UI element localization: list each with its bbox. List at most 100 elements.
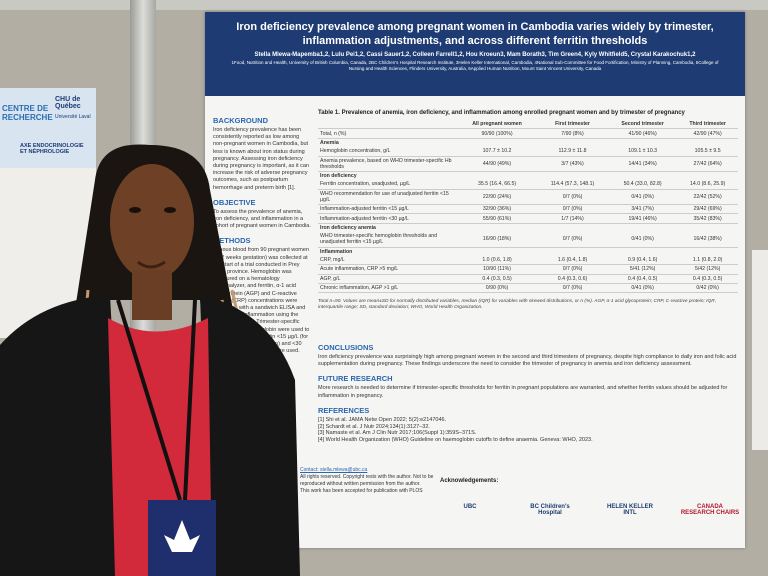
hair <box>52 144 275 560</box>
column-header: Third trimester <box>677 120 738 130</box>
table-cell: 1.1 (0.8, 2.0) <box>677 255 738 266</box>
table-cell: 10/90 (11%) <box>457 264 538 275</box>
table-cell: 7/90 (8%) <box>537 128 608 139</box>
table-row: Total, n (%) 90/90 (100%) 7/90 (8%) 41/90 (… <box>318 128 738 139</box>
badge-emblem <box>164 520 200 552</box>
logo-subtext: Université Laval <box>55 114 91 120</box>
contact-block: Contact: stella.mlewa@ubc.ca All rights … <box>300 467 435 495</box>
frame <box>0 0 768 10</box>
logo: BC Children's Hospital <box>530 504 570 516</box>
poster-title: Iron deficiency prevalence among pregnan… <box>236 21 714 47</box>
table-cell: 0/7 (0%) <box>537 204 608 215</box>
section-row-label: Iron deficiency <box>320 173 357 180</box>
table-row: Inflammation-adjusted ferritin <30 µg/L 5… <box>318 213 738 224</box>
research-axis: AXE ENDOCRINOLOGIE ET NÉPHROLOGIE <box>20 143 84 155</box>
table-cell: 22/42 (52%) <box>677 189 738 206</box>
table-cell: 0/7 (0%) <box>537 232 608 248</box>
table-cell: 16/42 (38%) <box>677 232 738 248</box>
jacket <box>0 295 125 576</box>
poster: Iron deficiency prevalence among pregnan… <box>205 12 745 548</box>
section-heading: OBJECTIVE <box>213 197 256 207</box>
table-cell: 41/90 (46%) <box>607 128 678 139</box>
section-heading: BACKGROUND <box>213 116 268 125</box>
table-cell: Total, n (%) <box>318 128 457 139</box>
table-cell: 0.9 (0.4, 1.6) <box>607 255 678 266</box>
table-cell: AGP, g/L <box>318 274 457 285</box>
column-header: All pregnant women <box>457 120 538 130</box>
table-cell: 0/42 (0%) <box>677 283 738 294</box>
section-heading: REFERENCES <box>318 405 370 415</box>
section-heading: METHODS <box>213 236 251 246</box>
table-cell: 0/41 (0%) <box>607 189 678 206</box>
table-cell: WHO trimester-specific hemoglobin thresh… <box>318 232 457 248</box>
contact: Contact: stella.mlewa@ubc.ca <box>300 467 368 473</box>
table-cell: 3/41 (7%) <box>607 204 678 215</box>
section-heading: CONCLUSIONS <box>318 343 374 352</box>
logo-row: UBC BC Children's Hospital HELEN KELLER IN… <box>440 504 740 516</box>
table-cell: 14/41 (34%) <box>607 156 678 172</box>
table-cell: 5/41 (12%) <box>607 264 678 275</box>
table-cell: 55/90 (61%) <box>457 213 538 224</box>
section-heading: FUTURE RESEARCH <box>318 374 393 384</box>
table-cell: WHO recommendation for use of unadjusted… <box>318 189 457 206</box>
table-cell: 0/7 (0%) <box>537 283 608 294</box>
table-cell: 22/90 (24%) <box>457 189 538 206</box>
table-cell: 0/7 (0%) <box>537 189 608 206</box>
acknowledgements: Acknowledgements: UBC BC Children's Hospi… <box>440 478 740 516</box>
section-text: Iron deficiency prevalence was surprisin… <box>318 354 737 368</box>
table-cell: 107.7 ± 10.2 <box>457 147 538 157</box>
table-cell: 0/90 (0%) <box>457 283 538 294</box>
section-row-label: Anemia <box>320 139 339 146</box>
table-cell: 1/7 (14%) <box>537 213 608 224</box>
table-cell: 32/90 (36%) <box>457 204 538 215</box>
affiliations: 1Food, Nutrition and Health, University … <box>231 60 719 71</box>
copyright: All rights reserved. Copyright rests wit… <box>300 474 434 487</box>
eye <box>129 207 141 213</box>
table-cell: 35.5 (16.4, 66.5) <box>457 180 538 190</box>
table-cell: 0/7 (0%) <box>537 264 608 275</box>
reference: [1] Shi et al. JAMA Netw Open 2022; 5(2)… <box>318 416 447 423</box>
table-row: WHO trimester-specific hemoglobin thresh… <box>318 232 738 248</box>
table-title: Table 1. Prevalence of anemia, iron defi… <box>318 110 685 116</box>
table-row: Iron deficiency anemia <box>318 223 738 232</box>
lanyard <box>116 299 197 501</box>
section-text: More research is needed to determine if … <box>318 385 728 399</box>
poster-header: Iron deficiency prevalence among pregnan… <box>205 12 745 96</box>
side-poster <box>752 250 768 450</box>
header-cell <box>318 120 457 130</box>
table-footnote: Total n=90. Values are mean±SD for norma… <box>318 299 717 311</box>
logo: HELEN KELLER INTL <box>606 504 653 516</box>
table-row: Inflammation <box>318 247 738 256</box>
publication-note: This work has been accepted for publicat… <box>300 488 423 494</box>
section-row-label: Inflammation <box>320 248 353 255</box>
institute: CENTRE DE RECHERCHE <box>2 104 53 122</box>
table-row: Inflammation-adjusted ferritin <15 µg/L 3… <box>318 204 738 215</box>
table-cell: Chronic inflammation, AGP >1 g/L <box>318 283 457 294</box>
table: All pregnant women First trimester Second … <box>318 120 738 294</box>
table-cell: 1.6 (0.4, 1.8) <box>537 255 608 266</box>
table-cell: Inflammation-adjusted ferritin <30 µg/L <box>318 213 457 224</box>
table-row: Ferritin concentration, unadjusted, µg/L… <box>318 180 738 190</box>
table-cell: 3/7 (43%) <box>537 156 608 172</box>
reference: [4] World Health Organization (WHO) Guid… <box>318 437 593 444</box>
table-cell: 1.0 (0.6, 1.8) <box>457 255 538 266</box>
jacket <box>200 295 300 576</box>
table-row: WHO recommendation for use of unadjusted… <box>318 189 738 206</box>
ack-heading: Acknowledgements: <box>440 478 499 484</box>
table-cell: 44/90 (49%) <box>457 156 538 172</box>
section-row-label: Iron deficiency anemia <box>320 224 376 231</box>
table-cell: 35/42 (83%) <box>677 213 738 224</box>
table-row: Acute inflammation, CRP >5 mg/L 10/90 (11… <box>318 264 738 275</box>
table-row: Iron deficiency <box>318 171 738 180</box>
table-cell: Inflammation-adjusted ferritin <15 µg/L <box>318 204 457 215</box>
table-row: CRP, mg/L 1.0 (0.6, 1.8) 1.6 (0.4, 1.8) 0.9… <box>318 255 738 266</box>
table-cell: CRP, mg/L <box>318 255 457 266</box>
column-header: Second trimester <box>607 120 678 130</box>
table-cell: 0.4 (0.3, 0.5) <box>677 274 738 285</box>
mouth <box>137 260 166 269</box>
table-row: AGP, g/L 0.4 (0.3, 0.5) 0.4 (0.3, 0.6) 0.4 … <box>318 274 738 285</box>
table-cell: Ferritin concentration, unadjusted, µg/L <box>318 180 457 190</box>
logo: CANADA RESEARCH CHAIRS <box>680 504 740 516</box>
